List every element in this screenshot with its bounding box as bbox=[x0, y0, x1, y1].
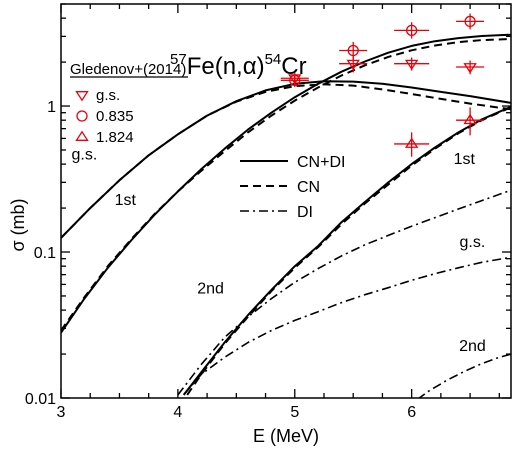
curve-label-5: 2nd bbox=[459, 338, 486, 355]
exp-point-0-2 bbox=[394, 57, 430, 71]
exp-point-1-2 bbox=[394, 22, 430, 39]
title-part-1: Fe(n, bbox=[187, 53, 243, 80]
experiment-legend-label-gs: g.s. bbox=[96, 87, 120, 104]
curve-label-3: 1st bbox=[454, 151, 476, 168]
legend-label-di: DI bbox=[297, 204, 313, 221]
title-part-3: Cr bbox=[281, 53, 306, 80]
exp-marker-circle bbox=[347, 44, 359, 57]
exp-marker-circle bbox=[405, 24, 418, 36]
experiment-legend-label-0835: 0.835 bbox=[96, 108, 134, 125]
exp-marker-triangle-up bbox=[404, 137, 419, 148]
exp-marker-triangle-down bbox=[404, 59, 419, 71]
curve-dashdot-6 bbox=[177, 189, 511, 396]
curve-label-4: g.s. bbox=[460, 234, 486, 251]
curve-label-0: g.s. bbox=[71, 147, 97, 164]
x-axis-title: E (MeV) bbox=[253, 426, 319, 446]
x-tick-label: 3 bbox=[57, 404, 66, 421]
curve-dashed-5 bbox=[186, 106, 511, 396]
plot-border bbox=[60, 3, 512, 399]
curve-dashed-1 bbox=[61, 83, 511, 239]
axis-ticks bbox=[60, 3, 511, 399]
title-mass-number-1: 57 bbox=[170, 51, 187, 68]
legend-label-cn-di: CN+DI bbox=[297, 154, 345, 171]
curve-label-2: 2nd bbox=[197, 280, 224, 297]
curve-dashdot-8 bbox=[417, 353, 511, 398]
experiment-legend-markers bbox=[75, 91, 89, 141]
axis-tick-labels: 3 4 5 6 0.01 0.1 1 bbox=[25, 99, 416, 421]
exp-point-0-3 bbox=[456, 60, 485, 75]
plot-frame bbox=[60, 3, 512, 399]
title-part-2: ) bbox=[257, 53, 265, 80]
experiment-legend-label-1824: 1.824 bbox=[96, 129, 134, 146]
exp-marker-triangle-down bbox=[346, 59, 360, 71]
legend-marker-triangle-down bbox=[75, 91, 89, 102]
curve-dashdot-7 bbox=[183, 256, 511, 396]
model-curves bbox=[61, 33, 511, 398]
x-tick-label: 5 bbox=[290, 404, 299, 421]
curve-solid-0 bbox=[61, 80, 511, 239]
exp-marker-triangle-down bbox=[463, 63, 477, 74]
exp-point-2-1 bbox=[456, 107, 485, 136]
chart-title: 57Fe(n,α)54Cr bbox=[170, 51, 307, 80]
exp-marker-triangle-up bbox=[463, 113, 477, 125]
legend-marker-circle bbox=[76, 110, 88, 122]
legend-marker-triangle-up bbox=[75, 130, 89, 141]
x-tick-label: 6 bbox=[407, 404, 416, 421]
title-mass-number-2: 54 bbox=[265, 51, 282, 68]
model-legend: CN+DI CN DI bbox=[240, 154, 345, 221]
exp-point-1-1 bbox=[339, 41, 368, 59]
experimental-data bbox=[280, 13, 485, 157]
y-tick-label: 1 bbox=[47, 99, 56, 116]
curve-dashed-3 bbox=[61, 38, 511, 332]
exp-point-2-0 bbox=[394, 132, 430, 157]
exp-point-1-0 bbox=[280, 74, 309, 88]
legend-label-cn: CN bbox=[297, 179, 320, 196]
experiment-legend-title: Gledenov+(2014) bbox=[70, 61, 186, 78]
y-tick-label: 0.01 bbox=[25, 391, 56, 408]
title-alpha: α bbox=[243, 53, 257, 80]
exp-marker-circle bbox=[464, 15, 476, 28]
experiment-legend: Gledenov+(2014) g.s. 0.835 1.824 bbox=[70, 61, 188, 146]
curve-label-1: 1st bbox=[115, 192, 137, 209]
y-tick-label: 0.1 bbox=[34, 245, 56, 262]
x-tick-label: 4 bbox=[173, 404, 182, 421]
exp-point-1-3 bbox=[456, 13, 485, 30]
curve-annotations: g.s. 1st 2nd 1st g.s. 2nd bbox=[71, 147, 485, 355]
y-axis-title: σ (mb) bbox=[8, 198, 28, 251]
exp-marker-circle bbox=[289, 74, 301, 86]
